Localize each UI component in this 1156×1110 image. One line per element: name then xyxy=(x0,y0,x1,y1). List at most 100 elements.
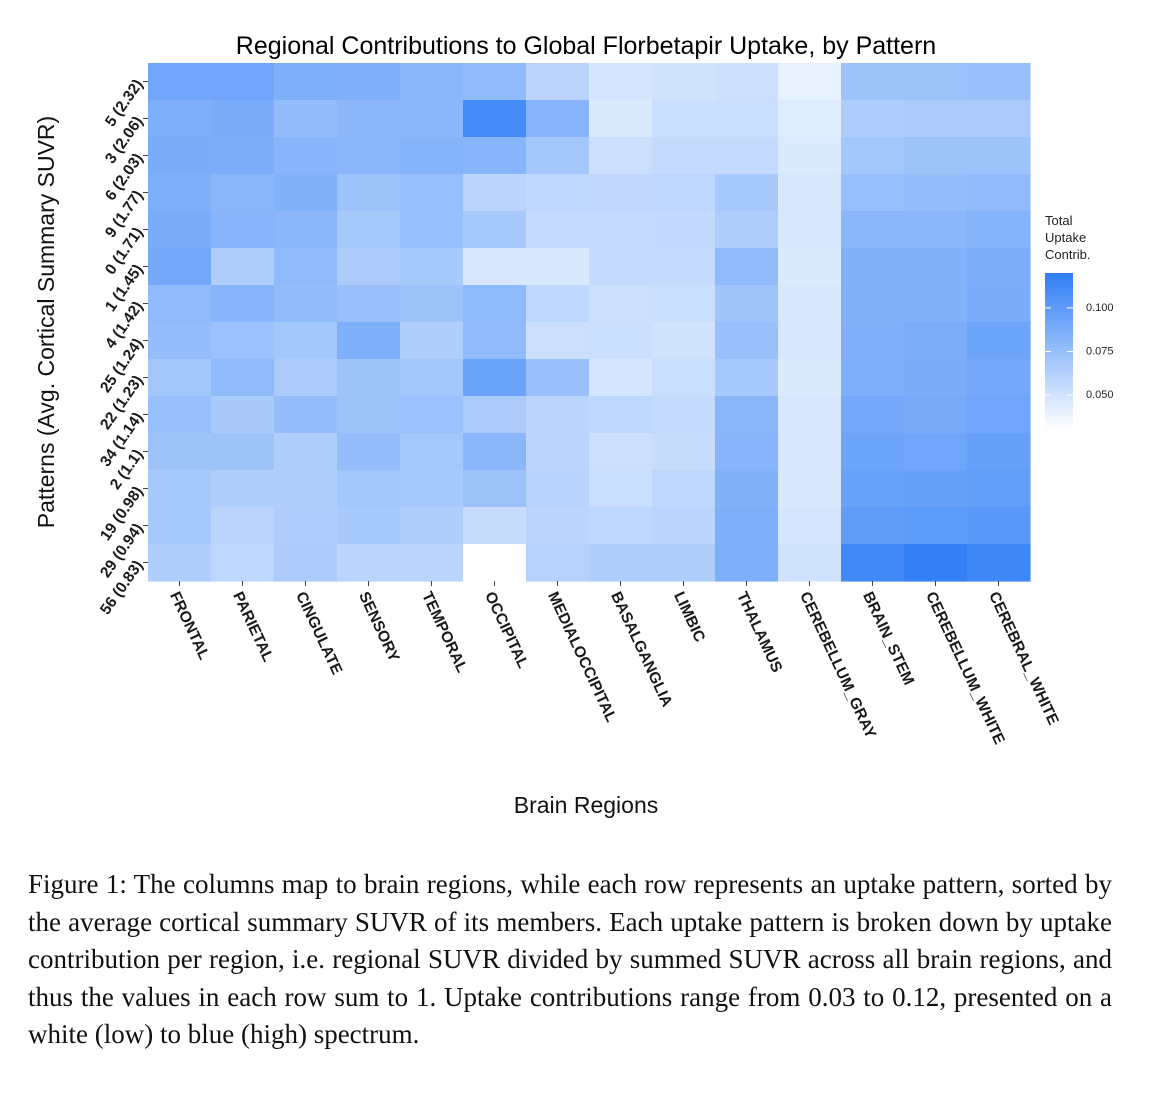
heatmap-cell xyxy=(904,322,968,360)
heatmap-cell xyxy=(526,137,590,175)
heatmap-cell xyxy=(274,285,338,323)
heatmap-cell xyxy=(652,137,716,175)
heatmap-cell xyxy=(337,359,401,397)
heatmap-cell xyxy=(841,470,905,508)
heatmap-cell xyxy=(463,544,527,582)
heatmap-cell xyxy=(274,359,338,397)
heatmap-cell xyxy=(148,285,212,323)
heatmap-cell xyxy=(778,63,842,101)
heatmap-cell xyxy=(400,433,464,471)
heatmap-cell xyxy=(148,359,212,397)
heatmap-cell xyxy=(967,211,1031,249)
heatmap-cell xyxy=(589,248,653,286)
heatmap-cell xyxy=(778,396,842,434)
heatmap-cell xyxy=(652,507,716,545)
heatmap-cell xyxy=(400,100,464,138)
heatmap-cell xyxy=(589,137,653,175)
heatmap-cell xyxy=(967,544,1031,582)
heatmap-cell xyxy=(778,433,842,471)
heatmap-cell xyxy=(526,544,590,582)
heatmap-cell xyxy=(652,211,716,249)
heatmap-cell xyxy=(211,396,275,434)
heatmap-cell xyxy=(274,507,338,545)
heatmap-cell xyxy=(652,174,716,212)
heatmap-cell xyxy=(652,285,716,323)
x-tick-label: CEREBRAL_WHITE xyxy=(985,589,1062,727)
heatmap-cell xyxy=(841,137,905,175)
legend-tick-label: 0.050 xyxy=(1086,389,1114,401)
legend-ticks: 0.100 0.075 0.050 xyxy=(1045,302,1114,401)
heatmap-cell xyxy=(904,285,968,323)
heatmap-cell xyxy=(337,137,401,175)
heatmap-cell xyxy=(274,544,338,582)
heatmap-cell xyxy=(337,396,401,434)
heatmap-cell xyxy=(526,322,590,360)
heatmap-cell xyxy=(967,285,1031,323)
heatmap-cell xyxy=(526,285,590,323)
heatmap-cell xyxy=(400,174,464,212)
heatmap-cell xyxy=(526,396,590,434)
heatmap-cell xyxy=(904,359,968,397)
heatmap-cell xyxy=(463,211,527,249)
heatmap-cell xyxy=(841,100,905,138)
heatmap-cell xyxy=(904,470,968,508)
heatmap-cell xyxy=(904,174,968,212)
heatmap-cell xyxy=(463,507,527,545)
heatmap-cell xyxy=(715,248,779,286)
heatmap-cell xyxy=(778,285,842,323)
heatmap-cell xyxy=(967,433,1031,471)
heatmap-cell xyxy=(589,322,653,360)
heatmap-cell xyxy=(148,396,212,434)
heatmap-cell xyxy=(589,433,653,471)
heatmap-cell xyxy=(589,174,653,212)
heatmap-cell xyxy=(400,322,464,360)
heatmap-cell xyxy=(211,285,275,323)
x-tick-label: BRAIN_STEM xyxy=(859,589,917,688)
heatmap-cell xyxy=(337,470,401,508)
heatmap-cell xyxy=(274,322,338,360)
heatmap-cell xyxy=(148,322,212,360)
legend-title-line-1: Total xyxy=(1045,213,1073,228)
heatmap-cell xyxy=(715,470,779,508)
heatmap-cell xyxy=(400,137,464,175)
heatmap-cell xyxy=(841,63,905,101)
heatmap-cell xyxy=(526,359,590,397)
heatmap-cell xyxy=(841,433,905,471)
heatmap-cell xyxy=(652,433,716,471)
heatmap-cell xyxy=(463,100,527,138)
heatmap-cell xyxy=(589,63,653,101)
heatmap-cell xyxy=(967,63,1031,101)
heatmap-cell xyxy=(967,470,1031,508)
heatmap-cell xyxy=(337,507,401,545)
color-legend: Total Uptake Contrib. 0.100 0.075 0.050 xyxy=(1045,213,1114,430)
heatmap-cell xyxy=(148,507,212,545)
heatmap-cell xyxy=(463,433,527,471)
heatmap-cell xyxy=(148,63,212,101)
heatmap-cell xyxy=(337,544,401,582)
x-tick-label: PARIETAL xyxy=(229,589,276,664)
y-axis-ticks: 5 (2.32)3 (2.06)6 (2.03)9 (1.77)0 (1.71)… xyxy=(97,76,148,618)
heatmap-cell xyxy=(400,507,464,545)
legend-title-line-2: Uptake xyxy=(1045,230,1086,245)
heatmap-cell xyxy=(715,433,779,471)
heatmap-cell xyxy=(967,137,1031,175)
heatmap-cell xyxy=(904,100,968,138)
heatmap-cell xyxy=(967,248,1031,286)
heatmap-cell xyxy=(337,211,401,249)
heatmap-cell xyxy=(778,174,842,212)
heatmap-cell xyxy=(148,137,212,175)
heatmap-cell xyxy=(715,100,779,138)
heatmap-cell xyxy=(904,63,968,101)
heatmap-cell xyxy=(652,396,716,434)
x-tick-label: LIMBIC xyxy=(670,589,708,645)
heatmap-cell xyxy=(148,470,212,508)
heatmap-cell xyxy=(715,544,779,582)
heatmap-cell xyxy=(526,174,590,212)
heatmap-cell xyxy=(274,433,338,471)
heatmap-cell xyxy=(841,174,905,212)
heatmap-cell xyxy=(589,359,653,397)
heatmap-cell xyxy=(967,507,1031,545)
heatmap-cell xyxy=(715,507,779,545)
heatmap-cell xyxy=(148,174,212,212)
heatmap-cell xyxy=(274,211,338,249)
